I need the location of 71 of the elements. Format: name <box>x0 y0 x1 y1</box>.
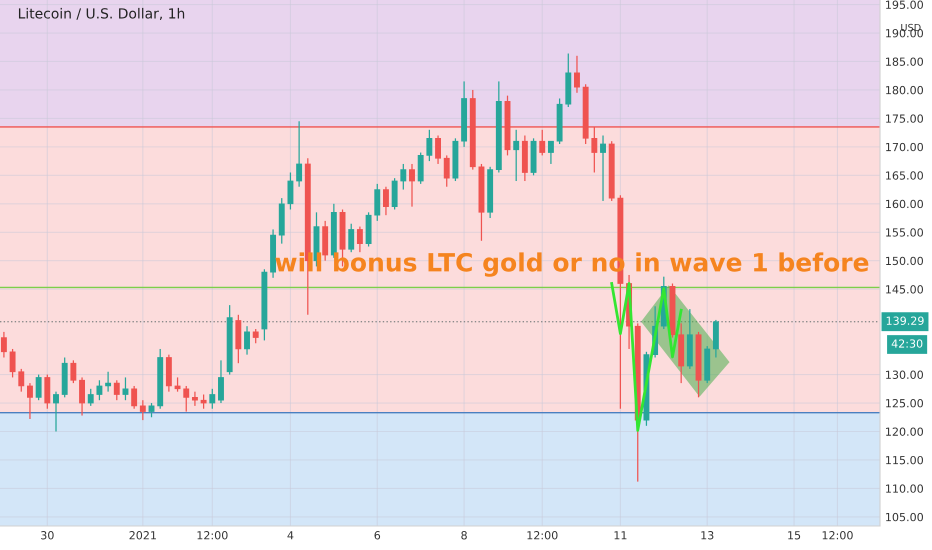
candlestick <box>400 163 406 190</box>
candlestick <box>88 388 94 407</box>
candlestick <box>140 400 146 421</box>
y-tick-label: 120.00 <box>886 427 923 436</box>
y-tick-label: 115.00 <box>886 456 923 464</box>
candlestick <box>96 380 102 401</box>
x-tick-label: 30 <box>41 531 54 540</box>
candlestick <box>382 186 389 216</box>
x-tick-label: 11 <box>614 531 626 540</box>
candlestick <box>296 120 302 188</box>
candlestick <box>209 388 216 410</box>
y-tick-label: 165.00 <box>886 171 923 180</box>
candlestick <box>244 326 250 356</box>
x-tick-label: 8 <box>461 531 467 540</box>
candlestick <box>131 385 138 410</box>
x-tick-label: 4 <box>287 531 294 540</box>
candlestick <box>200 394 207 410</box>
candlestick <box>218 360 224 404</box>
candlestick <box>53 391 59 432</box>
candlestick <box>114 380 120 401</box>
candlestick <box>513 129 520 182</box>
candlestick <box>10 348 16 378</box>
candlestick <box>148 402 154 418</box>
y-tick-label: 125.00 <box>886 399 923 408</box>
candlestick <box>356 226 363 253</box>
y-tick-label: 175.00 <box>886 114 923 123</box>
candlestick <box>36 374 42 401</box>
y-tick-label: 170.00 <box>886 142 923 152</box>
y-tick-label: 190.00 <box>886 28 923 38</box>
candlestick <box>18 368 24 392</box>
x-tick-label: 12:00 <box>527 531 558 540</box>
candlestick <box>252 328 259 344</box>
candlestick <box>105 371 112 392</box>
candlestick <box>0 331 7 358</box>
y-tick-label: 110.00 <box>886 484 923 493</box>
candlestick <box>287 172 294 210</box>
candlestick <box>174 376 181 392</box>
candlestick <box>70 360 76 384</box>
x-tick-label: 12:00 <box>198 531 228 540</box>
y-tick-label: 180.00 <box>886 86 923 94</box>
y-tick-label: 130.00 <box>886 370 923 379</box>
candlestick <box>79 376 86 416</box>
candlestick <box>409 163 415 208</box>
candlestick <box>183 385 190 412</box>
candlestick <box>27 382 33 420</box>
candlestick <box>600 134 606 202</box>
y-tick-label: 105.00 <box>886 512 923 522</box>
y-tick-label: 155.00 <box>886 228 923 237</box>
candlestick <box>548 140 554 165</box>
y-tick-label: 160.00 <box>886 200 923 208</box>
x-tick-label: 2021 <box>130 531 156 540</box>
x-tick-label: 15 <box>788 531 800 540</box>
y-tick-label: 145.00 <box>886 285 923 294</box>
candlestick <box>574 55 580 94</box>
x-tick-label: 13 <box>701 531 714 540</box>
candlestick <box>539 129 546 156</box>
candlestick <box>426 129 432 162</box>
y-tick-label: 195.00 <box>886 0 923 9</box>
candlestick <box>435 134 441 165</box>
y-tick-label: 185.00 <box>886 57 923 66</box>
y-tick-label: 150.00 <box>886 256 923 266</box>
candlestick <box>444 154 450 188</box>
text: 42:30 <box>892 339 922 348</box>
text: Litecoin / U.S. Dollar, 1h <box>18 8 184 20</box>
x-tick-label: 12:00 <box>822 531 853 540</box>
candlestick <box>348 223 354 253</box>
x-tick-label: 6 <box>374 531 380 540</box>
line-series <box>610 282 683 432</box>
candlestick <box>122 376 128 401</box>
ref-line-label: 139.29 <box>886 316 924 325</box>
candlestick <box>192 391 198 407</box>
